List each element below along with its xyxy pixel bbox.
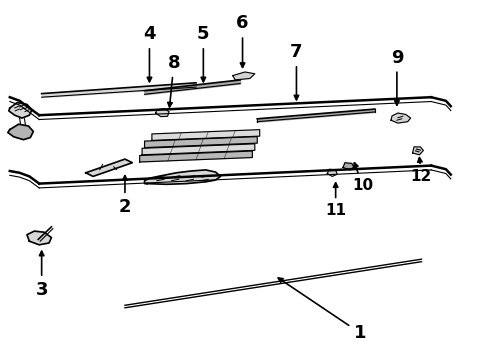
Polygon shape	[233, 72, 255, 80]
Polygon shape	[156, 109, 169, 117]
Polygon shape	[86, 159, 132, 176]
Polygon shape	[152, 130, 260, 140]
Text: 3: 3	[35, 251, 48, 299]
Polygon shape	[343, 163, 354, 170]
Polygon shape	[140, 151, 252, 162]
Polygon shape	[391, 113, 411, 123]
Text: 2: 2	[119, 176, 131, 216]
Polygon shape	[142, 144, 255, 155]
Text: 6: 6	[236, 14, 249, 67]
Text: 5: 5	[197, 25, 210, 82]
Text: 7: 7	[290, 43, 303, 100]
Text: 11: 11	[325, 183, 346, 218]
Text: 10: 10	[352, 163, 373, 193]
Text: 9: 9	[391, 49, 403, 105]
Text: 8: 8	[168, 54, 180, 107]
Polygon shape	[8, 124, 33, 140]
Polygon shape	[27, 231, 51, 245]
Text: 12: 12	[411, 158, 432, 184]
Polygon shape	[327, 169, 337, 176]
Polygon shape	[9, 103, 32, 118]
Polygon shape	[413, 147, 423, 155]
Polygon shape	[145, 137, 257, 148]
Text: 4: 4	[143, 25, 156, 82]
Polygon shape	[145, 170, 220, 184]
Text: 1: 1	[278, 278, 367, 342]
